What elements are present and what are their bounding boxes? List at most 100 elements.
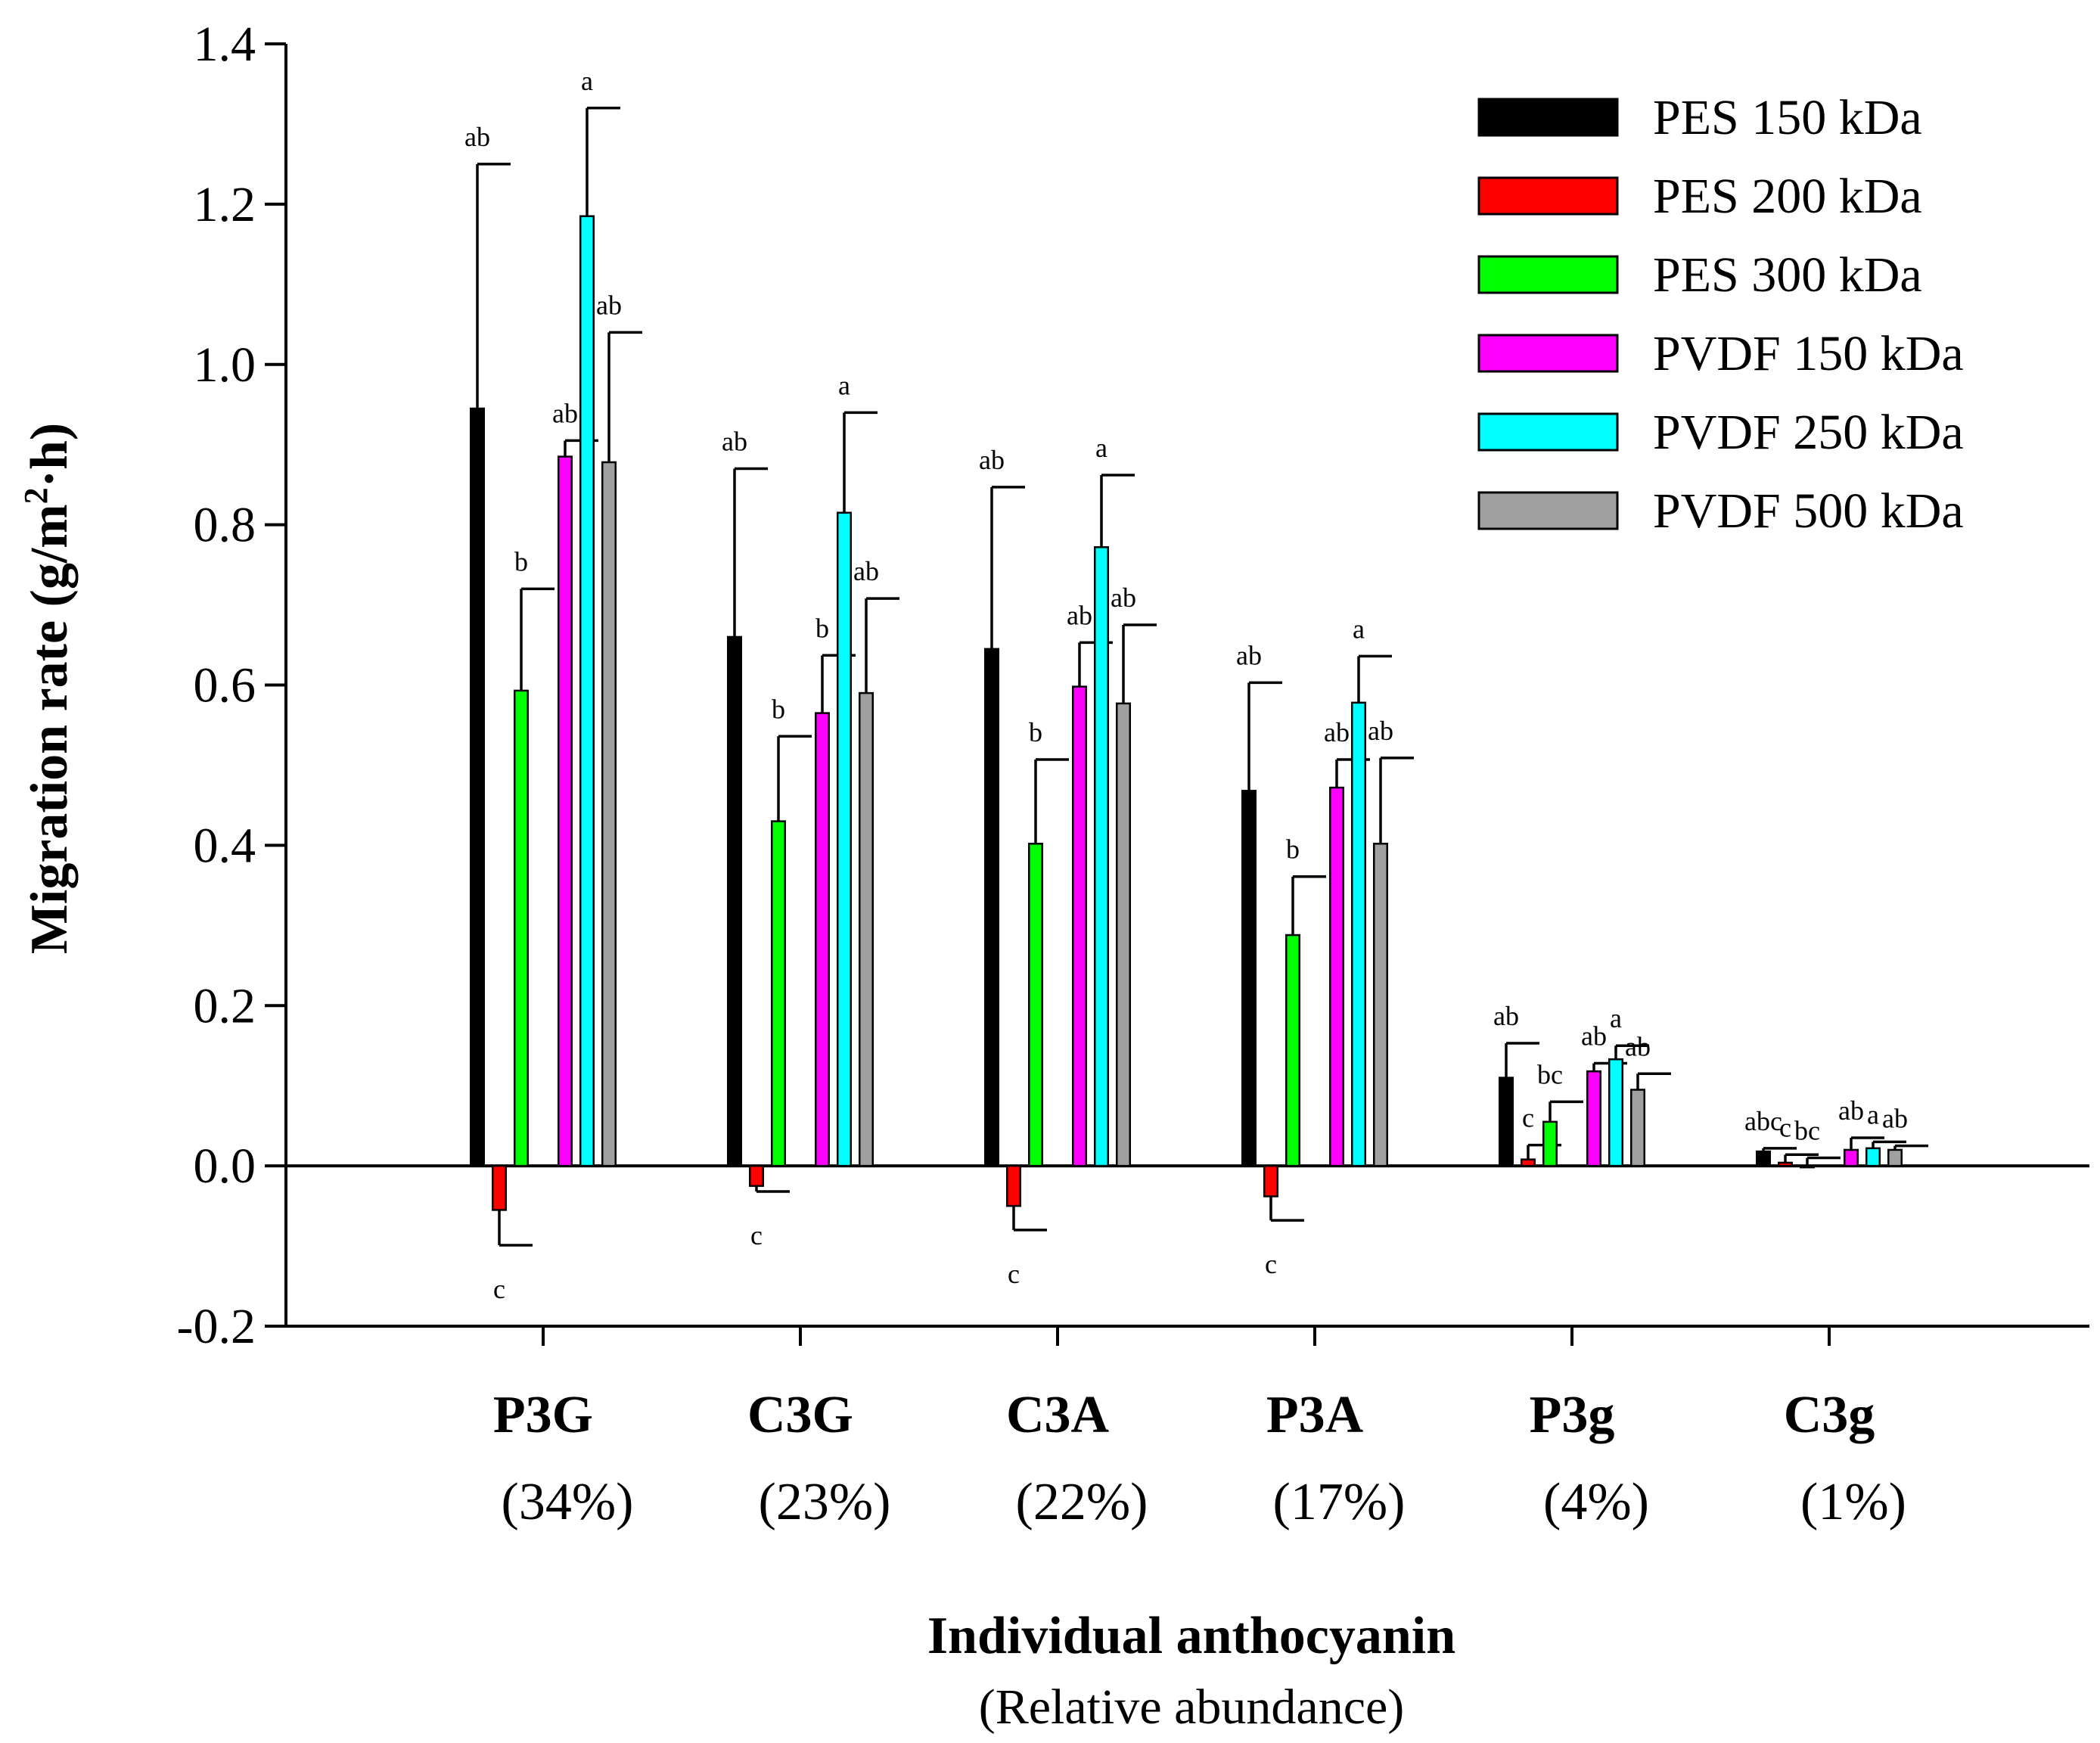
category-label: P3g — [1530, 1386, 1615, 1444]
bar — [601, 461, 617, 1167]
y-tick-label: 0.0 — [194, 1139, 256, 1194]
y-tick-label: 1.4 — [194, 17, 256, 72]
bar — [749, 1164, 764, 1187]
legend-label: PES 150 kDa — [1653, 90, 1922, 145]
bar — [859, 691, 874, 1167]
significance-letter: c — [1008, 1259, 1020, 1289]
bar — [727, 635, 742, 1167]
significance-letter: a — [1353, 614, 1365, 644]
bar — [1351, 701, 1366, 1167]
bar — [1373, 843, 1388, 1167]
y-tick-label: -0.2 — [177, 1299, 256, 1354]
significance-letter: ab — [552, 398, 578, 428]
category-label: C3G — [747, 1386, 853, 1444]
bar — [1521, 1158, 1536, 1167]
bar — [492, 1164, 507, 1211]
significance-letter: a — [1095, 433, 1107, 463]
significance-letter: b — [1029, 717, 1042, 747]
bar — [815, 712, 830, 1167]
bar — [771, 820, 786, 1167]
legend: PES 150 kDa PES 200 kDa PES 300 kDa PVDF 15… — [1477, 90, 1964, 539]
bar — [1844, 1148, 1859, 1167]
legend-swatch — [1477, 255, 1619, 294]
significance-letter: ab — [1111, 583, 1136, 613]
category-abundance: (23%) — [759, 1473, 891, 1531]
significance-letter: ab — [1493, 1001, 1519, 1031]
significance-letter: b — [514, 546, 528, 576]
y-axis: -0.2 0.0 0.2 0.4 0.6 0.8 1.0 1.2 1.4 — [177, 17, 287, 1354]
legend-label: PVDF 150 kDa — [1653, 326, 1964, 381]
significance-letter: ab — [596, 290, 622, 320]
significance-letter: ab — [1838, 1095, 1864, 1126]
significance-letter: ab — [1625, 1031, 1651, 1061]
bar — [1756, 1150, 1771, 1167]
significance-letter: ab — [722, 426, 747, 456]
bar — [1263, 1164, 1278, 1198]
significance-letter: a — [838, 370, 850, 400]
legend-label: PES 300 kDa — [1653, 247, 1922, 303]
legend-swatch — [1477, 491, 1619, 530]
bar — [1542, 1120, 1558, 1167]
legend-swatch — [1477, 412, 1619, 452]
significance-letter: ab — [853, 556, 879, 586]
bar — [514, 689, 529, 1167]
legend-swatch — [1477, 334, 1619, 373]
significance-letter: ab — [1324, 717, 1350, 747]
category-abundance: (17%) — [1273, 1473, 1406, 1531]
bar — [1499, 1077, 1514, 1167]
significance-letter: ab — [979, 445, 1005, 475]
significance-letter: c — [750, 1220, 763, 1251]
category-label: P3G — [493, 1386, 593, 1444]
significance-letter: c — [1779, 1112, 1791, 1142]
bar — [1285, 934, 1300, 1167]
bar — [1800, 1164, 1815, 1169]
significance-letter: ab — [464, 122, 490, 152]
significance-letter: ab — [1368, 716, 1393, 746]
y-tick-label: 0.2 — [194, 978, 256, 1033]
bar — [1865, 1147, 1881, 1167]
bar — [837, 511, 852, 1167]
legend-label: PES 200 kDa — [1653, 169, 1922, 224]
bar — [1116, 702, 1131, 1167]
bar — [1094, 546, 1109, 1167]
significance-letter: ab — [1581, 1021, 1607, 1052]
category-abundance: (1%) — [1800, 1473, 1906, 1531]
x-axis: P3G (34%) C3G (23%) C3A (22%) P3A (17%) P3g (4%) C… — [286, 1325, 2089, 1531]
bar — [1072, 685, 1087, 1167]
category-abundance: (4%) — [1543, 1473, 1649, 1531]
y-tick-label: 0.4 — [194, 818, 256, 873]
bar — [1241, 790, 1257, 1167]
significance-letter: ab — [1067, 600, 1092, 630]
significance-letter: bc — [1537, 1059, 1563, 1089]
x-axis-title: Individual anthocyanin — [927, 1607, 1455, 1665]
significance-letter: a — [581, 66, 593, 96]
y-tick-label: 1.0 — [194, 337, 256, 393]
bar — [984, 648, 999, 1167]
legend-swatch — [1477, 176, 1619, 216]
y-axis-title: Migration rate (g/m2·h) — [17, 423, 79, 954]
bar — [1608, 1058, 1623, 1167]
bar — [1329, 786, 1344, 1167]
category-abundance: (22%) — [1016, 1473, 1148, 1531]
legend-label: PVDF 500 kDa — [1653, 483, 1964, 539]
significance-letter: c — [493, 1274, 505, 1304]
bar — [1586, 1070, 1601, 1167]
bar — [1630, 1089, 1645, 1167]
bar — [1006, 1164, 1021, 1207]
bar — [1028, 843, 1043, 1167]
legend-swatch — [1477, 98, 1619, 137]
category-label: C3A — [1006, 1386, 1110, 1444]
significance-letter: a — [1867, 1099, 1879, 1129]
significance-letter: bc — [1794, 1116, 1820, 1146]
significance-letter: b — [815, 613, 829, 643]
significance-letter: c — [1265, 1249, 1277, 1279]
bar — [1887, 1148, 1903, 1167]
category-abundance: (34%) — [502, 1473, 634, 1531]
bar — [579, 215, 595, 1167]
bar — [470, 407, 485, 1167]
significance-letter: ab — [1236, 640, 1262, 670]
category-label: C3g — [1784, 1386, 1875, 1444]
bar — [558, 455, 573, 1167]
bar — [1778, 1161, 1793, 1167]
